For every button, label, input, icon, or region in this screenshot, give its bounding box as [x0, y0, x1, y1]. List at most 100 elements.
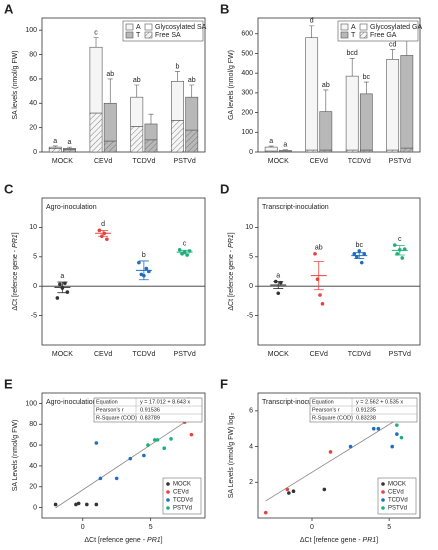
legend-label: T — [351, 32, 356, 39]
panel-title: Agro-inoculation — [46, 204, 97, 211]
data-point — [318, 293, 322, 297]
significance-letter: ab — [133, 77, 141, 84]
data-point — [58, 282, 62, 287]
y-tick-label: 5 — [33, 254, 37, 261]
data-point — [371, 426, 376, 431]
significance-letter: b — [176, 63, 180, 70]
y-tick-label: 40 — [29, 463, 37, 470]
significance-letter: bcd — [347, 50, 358, 57]
panel-letter: B — [220, 1, 229, 16]
y-tick-label: 300 — [241, 90, 253, 97]
error-bar — [98, 229, 109, 237]
data-point — [322, 487, 327, 492]
y-tick-label: 100 — [25, 27, 37, 34]
plot-frame — [41, 392, 206, 519]
error-bar — [189, 84, 195, 98]
y-tick-label: 6 — [249, 408, 253, 415]
data-point — [348, 444, 353, 449]
bar-segment — [48, 146, 62, 149]
legend-label: TCDVd — [173, 498, 193, 504]
bar-segment — [144, 123, 158, 141]
data-point — [94, 502, 99, 507]
error-bar — [148, 113, 154, 124]
plot-frame — [257, 17, 421, 153]
data-point — [74, 502, 78, 507]
x-tick-label: MOCK — [268, 351, 289, 358]
y-tick-label: 400 — [241, 70, 253, 77]
error-bar — [390, 49, 396, 60]
significance-letter: bc — [363, 74, 371, 81]
error-bar — [52, 145, 58, 148]
panel-letter: C — [4, 181, 14, 196]
error-bar — [309, 25, 315, 38]
panel-title: Agro-inoculation — [46, 399, 97, 406]
significance-letter: ab — [315, 245, 323, 252]
significance-letter: a — [283, 142, 287, 149]
error-bar — [323, 89, 329, 112]
legend-label: CEVd — [173, 490, 189, 496]
legend-label: PSTVd — [173, 506, 192, 512]
data-point — [395, 432, 399, 436]
table-cell: Pearson's r — [96, 407, 124, 413]
plot-frame — [257, 197, 421, 346]
legend-label: MOCK — [173, 482, 191, 488]
x-tick-label: PSTVd — [174, 158, 196, 165]
data-point — [376, 426, 381, 431]
legend-label: CEVd — [388, 490, 404, 496]
significance-letter: a — [68, 139, 72, 146]
bar-segment — [319, 111, 333, 151]
legend-marker — [381, 482, 385, 486]
legend-marker — [166, 490, 170, 494]
table-cell: y = 17.012 + 8.643 x — [140, 399, 190, 405]
error-bar — [354, 252, 365, 259]
error-bar — [138, 260, 149, 281]
data-point — [392, 243, 397, 247]
data-point — [357, 249, 362, 253]
data-point — [53, 502, 58, 507]
data-point — [399, 435, 404, 440]
data-point — [177, 247, 182, 252]
y-tick-label: 10 — [245, 224, 253, 231]
y-axis-label: SA Levels (nmol/g FW) — [12, 420, 19, 492]
significance-letter: d — [101, 221, 105, 228]
legend-label: Glycosylated GA — [370, 24, 422, 31]
significance-letter: ab — [106, 71, 114, 78]
significance-letter: c — [398, 236, 402, 243]
x-axis-label: ΔCt [refence gene - PR1] — [84, 537, 162, 544]
legend-marker — [166, 498, 170, 502]
data-point — [276, 291, 281, 296]
y-tick-label: 4 — [249, 443, 253, 450]
data-point — [76, 501, 81, 506]
y-tick-label: 200 — [241, 109, 253, 116]
legend-swatch — [144, 31, 153, 39]
y-tick-label: 10 — [29, 224, 37, 231]
bar-segment — [103, 102, 117, 142]
fit-line — [55, 417, 192, 509]
panel-letter: D — [220, 181, 229, 196]
y-tick-label: 5 — [249, 254, 253, 261]
legend-label: Glycosylated SA — [155, 24, 207, 31]
data-point — [313, 252, 317, 256]
legend-marker — [166, 506, 170, 510]
data-point — [328, 450, 333, 454]
x-axis-label-part: ΔCt [refence gene - — [84, 537, 147, 544]
bar-segment — [305, 37, 319, 151]
table-cell: Pearson's r — [312, 407, 340, 413]
error-bar — [394, 245, 405, 256]
panel-letter: E — [4, 376, 13, 391]
error-bar — [363, 81, 369, 94]
error-bar — [175, 71, 181, 82]
legend-label: T — [136, 32, 141, 39]
panel-title: Transcript-inoculation — [262, 204, 329, 211]
significance-letter: a — [60, 273, 64, 280]
x-tick-label: 0 — [310, 524, 314, 531]
error-bar — [349, 58, 355, 77]
data-point — [320, 302, 325, 306]
x-axis-label-part: PR1 — [147, 537, 161, 544]
x-tick-label: PSTVd — [174, 351, 196, 358]
significance-letter: b — [142, 252, 146, 259]
legend-label: A — [351, 24, 356, 31]
legend-swatch — [340, 31, 349, 39]
x-axis-label-part: ] — [376, 537, 378, 544]
bar-segment — [144, 139, 158, 153]
